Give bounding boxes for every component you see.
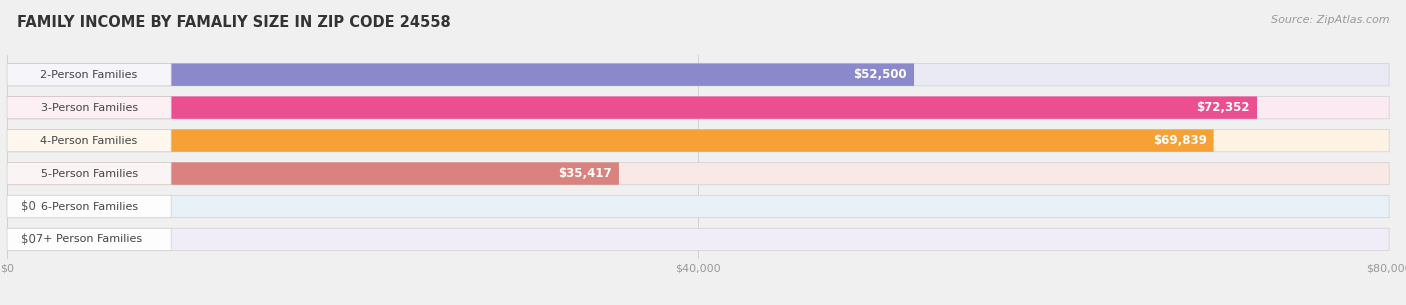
FancyBboxPatch shape [7,228,1389,251]
Text: $72,352: $72,352 [1197,101,1250,114]
Text: $0: $0 [21,200,35,213]
FancyBboxPatch shape [7,63,914,86]
Text: 7+ Person Families: 7+ Person Families [37,235,142,245]
FancyBboxPatch shape [7,129,1213,152]
Text: 2-Person Families: 2-Person Families [41,70,138,80]
Text: $52,500: $52,500 [853,68,907,81]
Text: $0: $0 [21,233,35,246]
FancyBboxPatch shape [7,96,172,119]
FancyBboxPatch shape [7,162,172,185]
FancyBboxPatch shape [7,129,172,152]
FancyBboxPatch shape [7,96,1257,119]
Text: $69,839: $69,839 [1153,134,1206,147]
Text: FAMILY INCOME BY FAMALIY SIZE IN ZIP CODE 24558: FAMILY INCOME BY FAMALIY SIZE IN ZIP COD… [17,15,450,30]
Text: 3-Person Families: 3-Person Families [41,103,138,113]
FancyBboxPatch shape [7,162,619,185]
Text: 4-Person Families: 4-Person Families [41,136,138,145]
FancyBboxPatch shape [7,63,172,86]
FancyBboxPatch shape [7,129,1389,152]
Text: $35,417: $35,417 [558,167,612,180]
FancyBboxPatch shape [7,195,1389,218]
FancyBboxPatch shape [7,228,172,251]
Text: 5-Person Families: 5-Person Families [41,169,138,178]
FancyBboxPatch shape [7,63,1389,86]
FancyBboxPatch shape [7,195,172,218]
FancyBboxPatch shape [7,162,1389,185]
Text: Source: ZipAtlas.com: Source: ZipAtlas.com [1271,15,1389,25]
FancyBboxPatch shape [7,96,1389,119]
Text: 6-Person Families: 6-Person Families [41,202,138,211]
